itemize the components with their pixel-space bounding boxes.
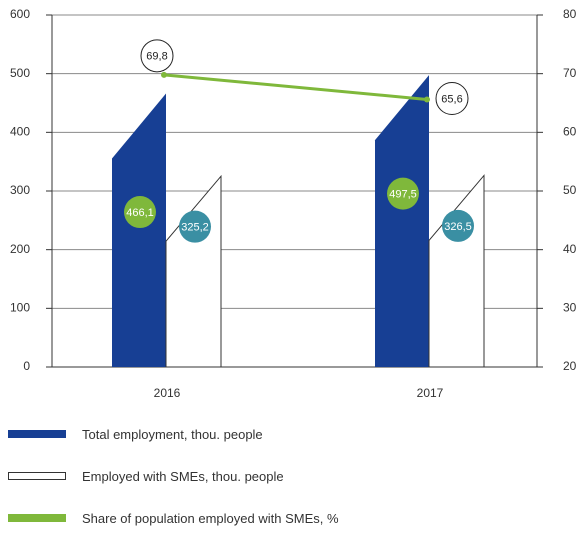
bubble-label-total-employment: 466,1 (126, 207, 154, 219)
y-right-tick-label: 40 (563, 242, 577, 256)
y-left-tick-label: 200 (10, 242, 30, 256)
bar-total-employment (112, 93, 166, 368)
share-value-circle (435, 81, 469, 115)
legend-label-total-employment: Total employment, thou. people (82, 426, 263, 442)
point-share-sme (424, 96, 430, 103)
y-left-tick-label: 300 (10, 183, 30, 197)
bubble-label-sme-employment: 325,2 (181, 222, 209, 234)
legend-swatch-total-employment (8, 430, 66, 438)
share-value-label: 65,6 (441, 93, 462, 105)
y-left-tick-label: 600 (10, 7, 30, 21)
legend-item-share-sme: Share of population employed with SMEs, … (8, 509, 339, 527)
bar-sme-employment (428, 174, 485, 368)
combo-chart: 0 100 200 300 400 500 600 20 30 40 50 60 70 80 466,1 32… (10, 7, 577, 400)
legend-swatch-share-sme (8, 514, 66, 522)
legend-swatch-sme-employment (8, 472, 66, 480)
bar-sme-employment (165, 174, 222, 368)
share-value-circle (140, 39, 174, 73)
bar-total-employment (375, 75, 429, 367)
x-tick-label: 2016 (154, 386, 181, 400)
x-tick-label: 2017 (417, 386, 444, 400)
y-left-tick-label: 400 (10, 125, 30, 139)
bubble-sme-employment (442, 209, 474, 242)
bubble-total-employment (124, 196, 156, 229)
y-right-tick-label: 70 (563, 66, 577, 80)
y-left-tick-label: 500 (10, 66, 30, 80)
legend-item-total-employment: Total employment, thou. people (8, 425, 263, 443)
y-left-tick-label: 100 (10, 301, 30, 315)
y-right-tick-label: 80 (563, 7, 577, 21)
line-share-sme (163, 73, 428, 101)
y-right-tick-label: 20 (563, 359, 577, 373)
y-left-tick-label: 0 (23, 359, 30, 373)
bubble-label-total-employment: 497,5 (389, 189, 417, 201)
share-value-label: 69,8 (146, 51, 167, 63)
bubble-label-sme-employment: 326,5 (444, 221, 472, 233)
bubble-sme-employment (179, 210, 211, 243)
y-right-tick-label: 30 (563, 301, 577, 315)
y-right-tick-label: 60 (563, 125, 577, 139)
point-share-sme (161, 71, 167, 78)
bubble-total-employment (387, 177, 419, 210)
legend-item-sme-employment: Employed with SMEs, thou. people (8, 467, 284, 485)
legend-label-share-sme: Share of population employed with SMEs, … (82, 510, 339, 526)
legend-label-sme-employment: Employed with SMEs, thou. people (82, 468, 284, 484)
y-right-tick-label: 50 (563, 183, 577, 197)
